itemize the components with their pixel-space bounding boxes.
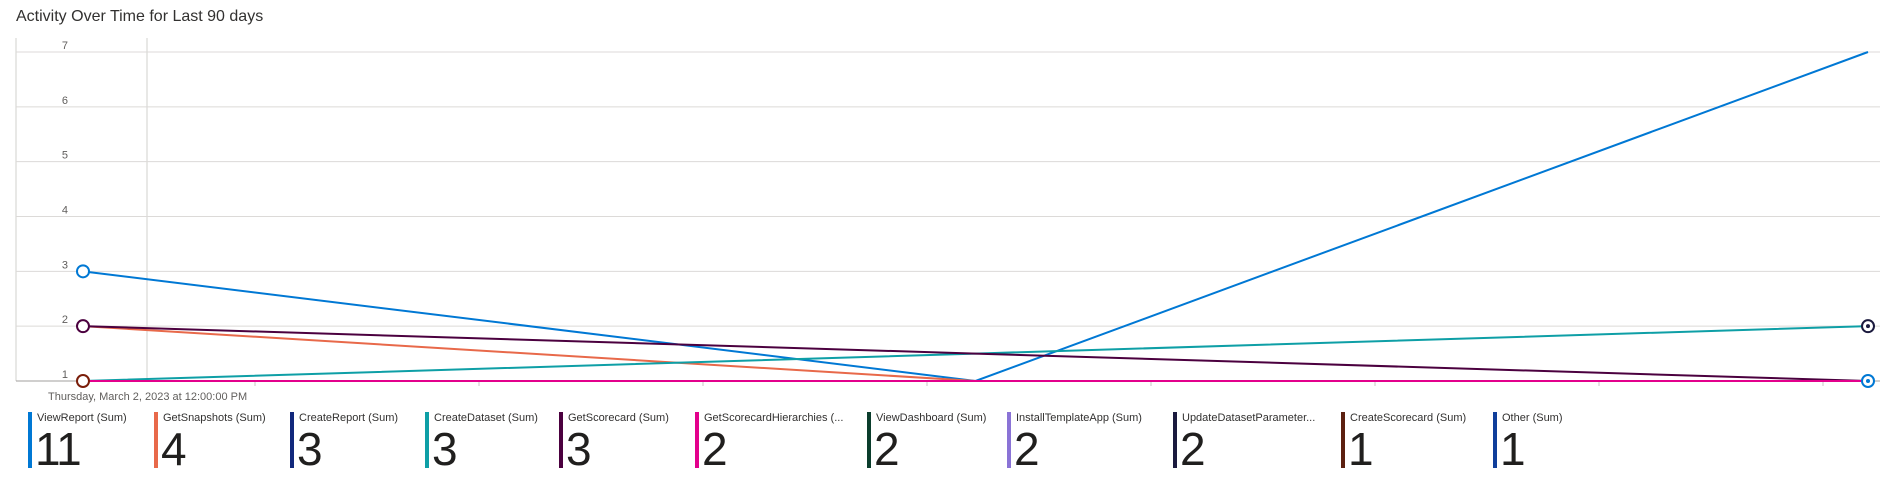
y-axis: 1 2 3 4 5 6 7 bbox=[62, 40, 68, 381]
legend-color-bar bbox=[867, 412, 871, 468]
legend-value: 2 bbox=[702, 423, 728, 475]
series-lines bbox=[82, 51, 1869, 383]
legend-value: 3 bbox=[297, 423, 323, 475]
data-point-marker bbox=[76, 374, 90, 388]
chart-title: Activity Over Time for Last 90 days bbox=[16, 8, 264, 25]
legend-label: CreateDataset (Sum) bbox=[434, 412, 538, 424]
legend-value: 2 bbox=[1180, 423, 1206, 475]
legend-label: ViewDashboard (Sum) bbox=[876, 412, 987, 424]
legend-value: 2 bbox=[874, 423, 900, 475]
legend-color-bar bbox=[425, 412, 429, 468]
data-point-marker-center bbox=[1866, 324, 1870, 329]
legend-color-bar bbox=[28, 412, 32, 468]
legend-label: CreateReport (Sum) bbox=[299, 412, 399, 424]
data-point-marker bbox=[76, 264, 90, 279]
legend-value: 1 bbox=[1348, 423, 1374, 475]
legend-color-bar bbox=[1007, 412, 1011, 468]
data-markers bbox=[76, 264, 1875, 388]
line-chart[interactable]: 1 2 3 4 5 6 7 Thursday, March 2, 2023 at 12:00… bbox=[0, 0, 1890, 410]
y-tick-label: 3 bbox=[62, 259, 68, 271]
legend-color-bar bbox=[154, 412, 158, 468]
legend-value: 11 bbox=[35, 423, 82, 475]
legend-label: CreateScorecard (Sum) bbox=[1350, 412, 1467, 424]
legend-color-bar bbox=[1341, 412, 1345, 468]
y-tick-label: 5 bbox=[62, 150, 68, 162]
y-tick-label: 4 bbox=[62, 205, 68, 217]
legend-color-bar bbox=[559, 412, 563, 468]
legend-label: GetScorecardHierarchies (... bbox=[704, 412, 844, 424]
legend-value: 2 bbox=[1014, 423, 1040, 475]
legend-label: UpdateDatasetParameter... bbox=[1182, 412, 1316, 424]
x-axis-first-label: Thursday, March 2, 2023 at 12:00:00 PM bbox=[48, 391, 247, 403]
legend-value: 1 bbox=[1500, 423, 1526, 475]
legend-label: GetScorecard (Sum) bbox=[568, 412, 669, 424]
legend-label: Other (Sum) bbox=[1502, 412, 1563, 424]
y-tick-label: 7 bbox=[62, 40, 68, 52]
y-tick-label: 1 bbox=[62, 369, 68, 381]
legend-color-bar bbox=[695, 412, 699, 468]
legend-label: InstallTemplateApp (Sum) bbox=[1016, 412, 1142, 424]
legend-color-bar bbox=[1173, 412, 1177, 468]
legend: ViewReport (Sum) 11 GetSnapshots (Sum) 4 Cre… bbox=[28, 412, 1878, 472]
data-point-marker-center bbox=[1866, 379, 1870, 383]
legend-label: ViewReport (Sum) bbox=[37, 412, 127, 424]
y-tick-label: 2 bbox=[62, 314, 68, 326]
series-line bbox=[82, 325, 1869, 382]
y-tick-label: 6 bbox=[62, 95, 68, 107]
legend-value: 4 bbox=[161, 423, 187, 475]
legend-color-bar bbox=[290, 412, 294, 468]
data-point-marker bbox=[76, 319, 90, 334]
legend-value: 3 bbox=[432, 423, 458, 475]
legend-label: GetSnapshots (Sum) bbox=[163, 412, 266, 424]
legend-color-bar bbox=[1493, 412, 1497, 468]
legend-value: 3 bbox=[566, 423, 592, 475]
